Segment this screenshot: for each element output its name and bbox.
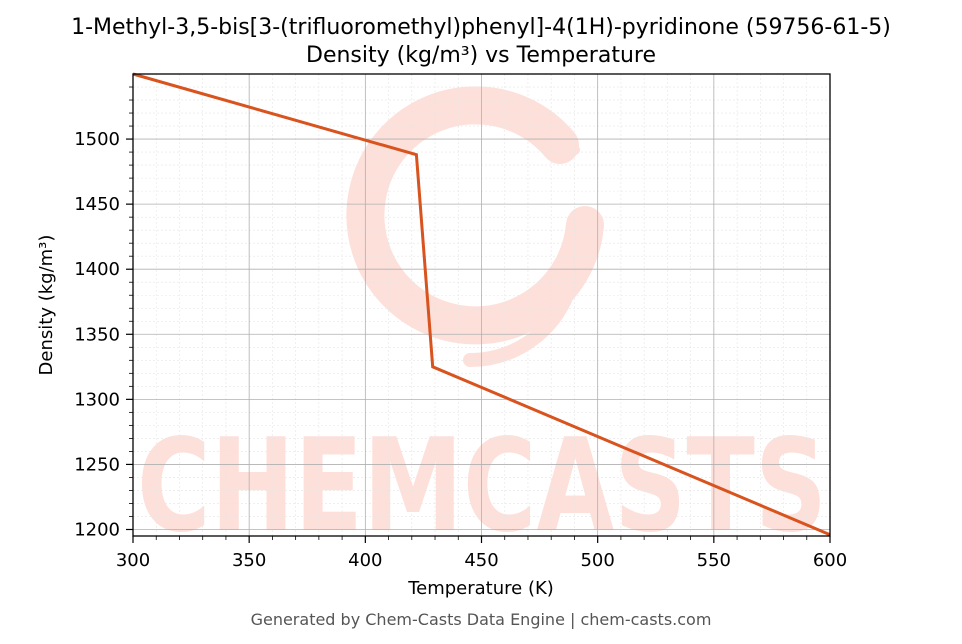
y-tick-label: 1350 bbox=[74, 324, 120, 345]
y-tick-label: 1250 bbox=[74, 454, 120, 475]
x-tick-label: 550 bbox=[697, 550, 731, 571]
watermark-logo bbox=[346, 86, 604, 368]
footer-credit: Generated by Chem-Casts Data Engine | ch… bbox=[251, 610, 712, 629]
y-axis-label: Density (kg/m³) bbox=[36, 235, 57, 376]
x-axis: 300 350 400 450 500 550 600 bbox=[116, 536, 847, 571]
chart-title: 1-Methyl-3,5-bis[3-(trifluoromethyl)phen… bbox=[71, 15, 891, 40]
x-tick-label: 400 bbox=[348, 550, 382, 571]
x-axis-label: Temperature (K) bbox=[407, 578, 554, 599]
y-tick-label: 1500 bbox=[74, 129, 120, 150]
x-tick-label: 300 bbox=[116, 550, 150, 571]
y-tick-label: 1450 bbox=[74, 194, 120, 215]
x-tick-label: 600 bbox=[813, 550, 847, 571]
chart-subtitle: Density (kg/m³) vs Temperature bbox=[306, 43, 656, 68]
density-line bbox=[132, 72, 831, 537]
x-tick-label: 500 bbox=[580, 550, 614, 571]
series-layer bbox=[132, 72, 831, 537]
y-axis: 1200 1250 1300 1350 1400 1450 1500 bbox=[74, 86, 133, 540]
watermark: CHEMCASTS bbox=[137, 86, 827, 561]
y-tick-label: 1300 bbox=[74, 389, 120, 410]
y-tick-label: 1200 bbox=[74, 519, 120, 540]
major-grid bbox=[132, 74, 831, 536]
x-tick-label: 350 bbox=[232, 550, 266, 571]
y-tick-label: 1400 bbox=[74, 259, 120, 280]
x-tick-label: 450 bbox=[464, 550, 498, 571]
